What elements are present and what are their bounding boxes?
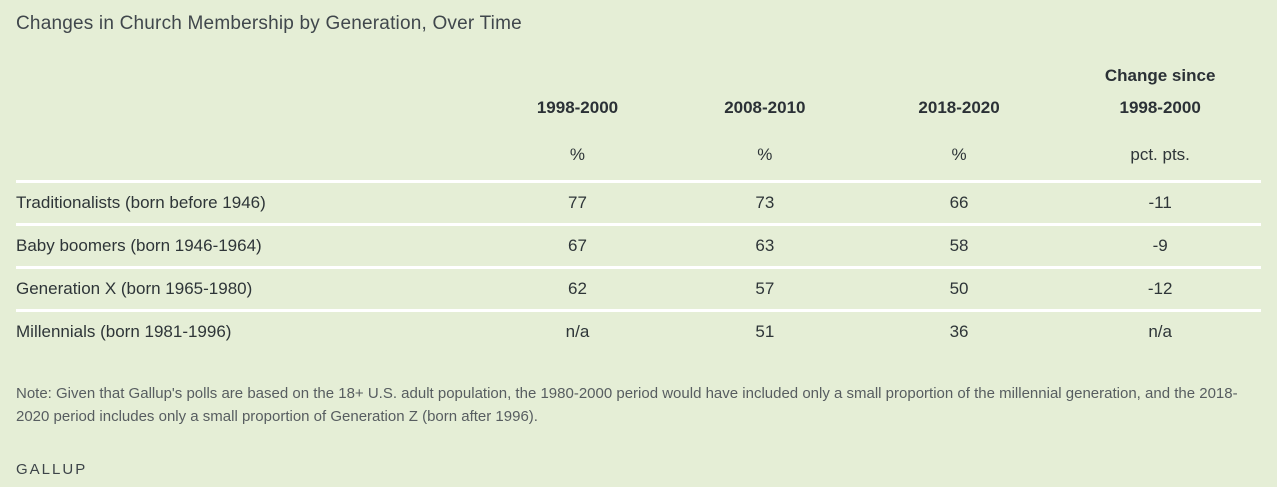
unit-header-row: % % % pct. pts. bbox=[16, 124, 1261, 182]
col-header-2018-2020: 2018-2020 bbox=[859, 60, 1059, 124]
table-body: Traditionalists (born before 1946) 77 73… bbox=[16, 180, 1261, 352]
col-header-label-line1: Change since bbox=[1104, 66, 1216, 85]
unit-header: % bbox=[569, 145, 586, 164]
cell-value: -9 bbox=[1059, 223, 1261, 268]
page-title: Changes in Church Membership by Generati… bbox=[16, 13, 522, 34]
cell-value: 58 bbox=[858, 223, 1060, 268]
membership-table: 1998-2000 2008-2010 2018-2020 Change sin… bbox=[16, 60, 1261, 352]
table-header: 1998-2000 2008-2010 2018-2020 Change sin… bbox=[16, 60, 1261, 182]
col-header-label: 1998-2000 bbox=[536, 98, 619, 117]
cell-value: 67 bbox=[484, 223, 671, 268]
col-header-change-since: Change since 1998-2000 bbox=[1059, 60, 1261, 124]
table-row-traditionalists: Traditionalists (born before 1946) 77 73… bbox=[16, 180, 1261, 225]
cell-value: 62 bbox=[484, 266, 671, 311]
col-header-1998-2000: 1998-2000 bbox=[484, 60, 671, 124]
cell-value: 63 bbox=[670, 223, 859, 268]
footnote: Note: Given that Gallup's polls are base… bbox=[16, 385, 1238, 425]
cell-value: 36 bbox=[858, 309, 1060, 352]
cell-value: 57 bbox=[670, 266, 859, 311]
cell-value: n/a bbox=[484, 309, 671, 352]
period-header-row: 1998-2000 2008-2010 2018-2020 Change sin… bbox=[16, 60, 1261, 124]
cell-value: 50 bbox=[858, 266, 1060, 311]
col-header-label-line2: 1998-2000 bbox=[1119, 98, 1201, 117]
unit-header: % bbox=[951, 145, 967, 164]
table-row-generation-x: Generation X (born 1965-1980) 62 57 50 -… bbox=[16, 266, 1261, 311]
cell-value: 66 bbox=[858, 180, 1060, 225]
cell-value: -12 bbox=[1059, 266, 1261, 311]
cell-value: n/a bbox=[1059, 309, 1261, 352]
row-label: Traditionalists (born before 1946) bbox=[16, 180, 485, 225]
col-header-label: 2008-2010 bbox=[724, 98, 806, 117]
gallup-wordmark: GALLUP bbox=[16, 461, 88, 478]
row-label: Generation X (born 1965-1980) bbox=[16, 266, 485, 311]
unit-header-spacer bbox=[16, 124, 484, 182]
unit-header: pct. pts. bbox=[1130, 145, 1190, 164]
row-label: Baby boomers (born 1946-1964) bbox=[16, 223, 485, 268]
col-header-2008-2010: 2008-2010 bbox=[671, 60, 859, 124]
row-label: Millennials (born 1981-1996) bbox=[16, 309, 485, 352]
cell-value: 51 bbox=[670, 309, 859, 352]
cell-value: 73 bbox=[670, 180, 859, 225]
cell-value: 77 bbox=[484, 180, 671, 225]
unit-header: % bbox=[757, 145, 773, 164]
label-header-spacer bbox=[16, 60, 484, 124]
table-row-baby-boomers: Baby boomers (born 1946-1964) 67 63 58 -… bbox=[16, 223, 1261, 268]
table-row-millennials: Millennials (born 1981-1996) n/a 51 36 n… bbox=[16, 309, 1261, 352]
cell-value: -11 bbox=[1059, 180, 1261, 225]
col-header-label: 2018-2020 bbox=[918, 98, 1000, 117]
